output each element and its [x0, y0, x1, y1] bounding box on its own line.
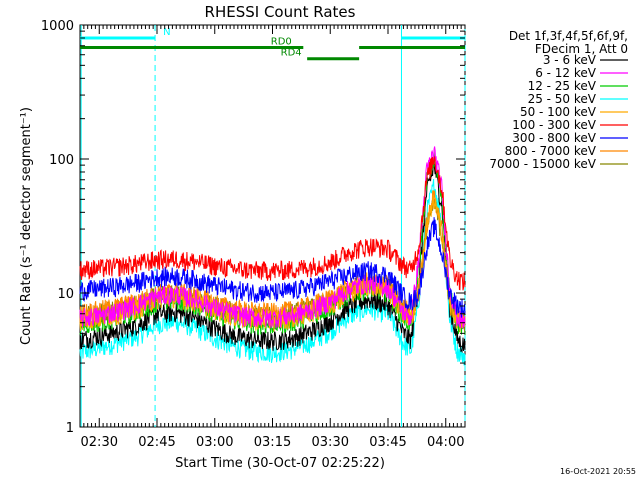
- legend-entry-6: 300 - 800 keV: [512, 131, 596, 145]
- series-line-0: [79, 163, 466, 354]
- vertical-markers: [80, 25, 466, 427]
- legend: Det 1f,3f,4f,5f,6f,9f,FDecim 1, Att 03 -…: [489, 29, 628, 171]
- x-axis: 02:30 02:45 03:00 03:15 03:30 03:45 04:00: [79, 25, 466, 450]
- flag-label-0: N: [163, 27, 170, 38]
- chart-title: RHESSI Count Rates: [205, 3, 356, 21]
- y-tick-label-1: 10: [57, 287, 74, 302]
- legend-header-1: FDecim 1, Att 0: [535, 42, 628, 56]
- legend-entry-5: 100 - 300 keV: [512, 118, 596, 132]
- legend-entry-2: 12 - 25 keV: [528, 79, 597, 93]
- series-line-6: [79, 217, 466, 318]
- x-axis-label: Start Time (30-Oct-07 02:25:22): [175, 456, 385, 471]
- x-tick-label-2: 03:00: [196, 435, 233, 450]
- legend-entry-3: 25 - 50 keV: [528, 92, 597, 106]
- flag-label-2: RD4: [281, 48, 302, 59]
- y-tick-label-3: 1000: [41, 19, 74, 34]
- series-layer: [79, 146, 466, 366]
- x-tick-label-6: 04:00: [427, 435, 464, 450]
- y-axis: 1 10 100 1000: [41, 19, 465, 436]
- x-tick-label-4: 03:30: [312, 435, 349, 450]
- legend-entry-0: 3 - 6 keV: [543, 53, 597, 67]
- legend-entry-4: 50 - 100 keV: [520, 105, 597, 119]
- legend-entry-7: 800 - 7000 keV: [505, 144, 597, 158]
- y-axis-label: Count Rate (s⁻¹ detector segment⁻¹): [19, 107, 34, 345]
- x-tick-label-5: 03:45: [369, 435, 406, 450]
- x-tick-label-0: 02:30: [81, 435, 118, 450]
- legend-entry-8: 7000 - 15000 keV: [489, 157, 596, 171]
- y-tick-label-0: 1: [66, 421, 74, 436]
- legend-entry-1: 6 - 12 keV: [535, 66, 597, 80]
- flag-label-1: RD0: [271, 36, 292, 47]
- plot-area: [79, 24, 466, 428]
- x-tick-label-3: 03:15: [254, 435, 291, 450]
- x-tick-label-1: 02:45: [138, 435, 175, 450]
- legend-header-0: Det 1f,3f,4f,5f,6f,9f,: [509, 29, 628, 43]
- timestamp: 16-Oct-2021 20:55: [560, 467, 636, 476]
- series-line-1: [79, 146, 466, 329]
- y-tick-label-2: 100: [49, 153, 74, 168]
- series-line-5: [79, 156, 466, 291]
